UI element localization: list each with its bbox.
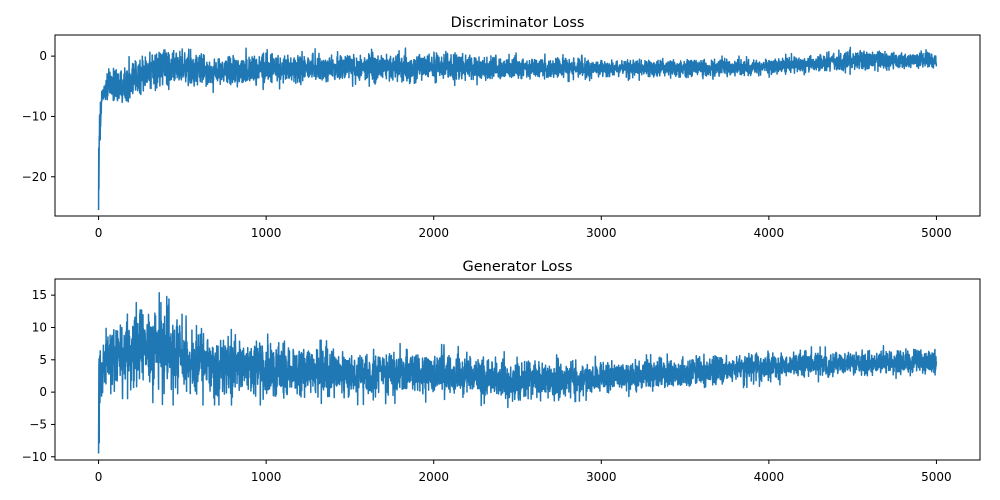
series-line: [97, 291, 938, 454]
y-axis: 0 −10 −20: [22, 49, 55, 184]
y-axis: 15 10 5 0 −5 −10: [22, 288, 55, 464]
y-tick-label: 10: [32, 320, 47, 334]
axes-frame: [54, 278, 981, 461]
x-tick-label: 0: [95, 226, 103, 240]
plot-area: [97, 46, 938, 210]
discriminator-loss-chart: Discriminator Loss 0 1000 2000 3000 4000 5000…: [22, 15, 981, 240]
x-tick-label: 1000: [251, 470, 282, 484]
x-axis: 0 1000 2000 3000 4000 5000: [95, 460, 952, 484]
plot-area: [97, 291, 938, 454]
x-tick-label: 4000: [754, 470, 785, 484]
x-tick-label: 2000: [418, 470, 449, 484]
x-tick-label: 5000: [921, 226, 952, 240]
axes-frame: [54, 34, 981, 217]
x-tick-label: 4000: [754, 226, 785, 240]
y-tick-label: −5: [29, 417, 47, 431]
y-tick-label: 5: [39, 353, 47, 367]
x-tick-label: 3000: [586, 470, 617, 484]
chart-title: Discriminator Loss: [451, 15, 585, 31]
x-axis: 0 1000 2000 3000 4000 5000: [95, 216, 952, 240]
y-tick-label: −10: [22, 109, 47, 123]
y-tick-label: 15: [32, 288, 47, 302]
x-tick-label: 2000: [418, 226, 449, 240]
y-tick-label: 0: [39, 49, 47, 63]
chart-title: Generator Loss: [462, 259, 572, 275]
generator-loss-chart: Generator Loss 0 1000 2000 3000 4000 5000 151…: [22, 259, 981, 484]
y-tick-label: −20: [22, 170, 47, 184]
series-line: [97, 46, 938, 210]
x-tick-label: 5000: [921, 470, 952, 484]
x-tick-label: 0: [95, 470, 103, 484]
x-tick-label: 1000: [251, 226, 282, 240]
y-tick-label: −10: [22, 450, 47, 464]
x-tick-label: 3000: [586, 226, 617, 240]
y-tick-label: 0: [39, 385, 47, 399]
